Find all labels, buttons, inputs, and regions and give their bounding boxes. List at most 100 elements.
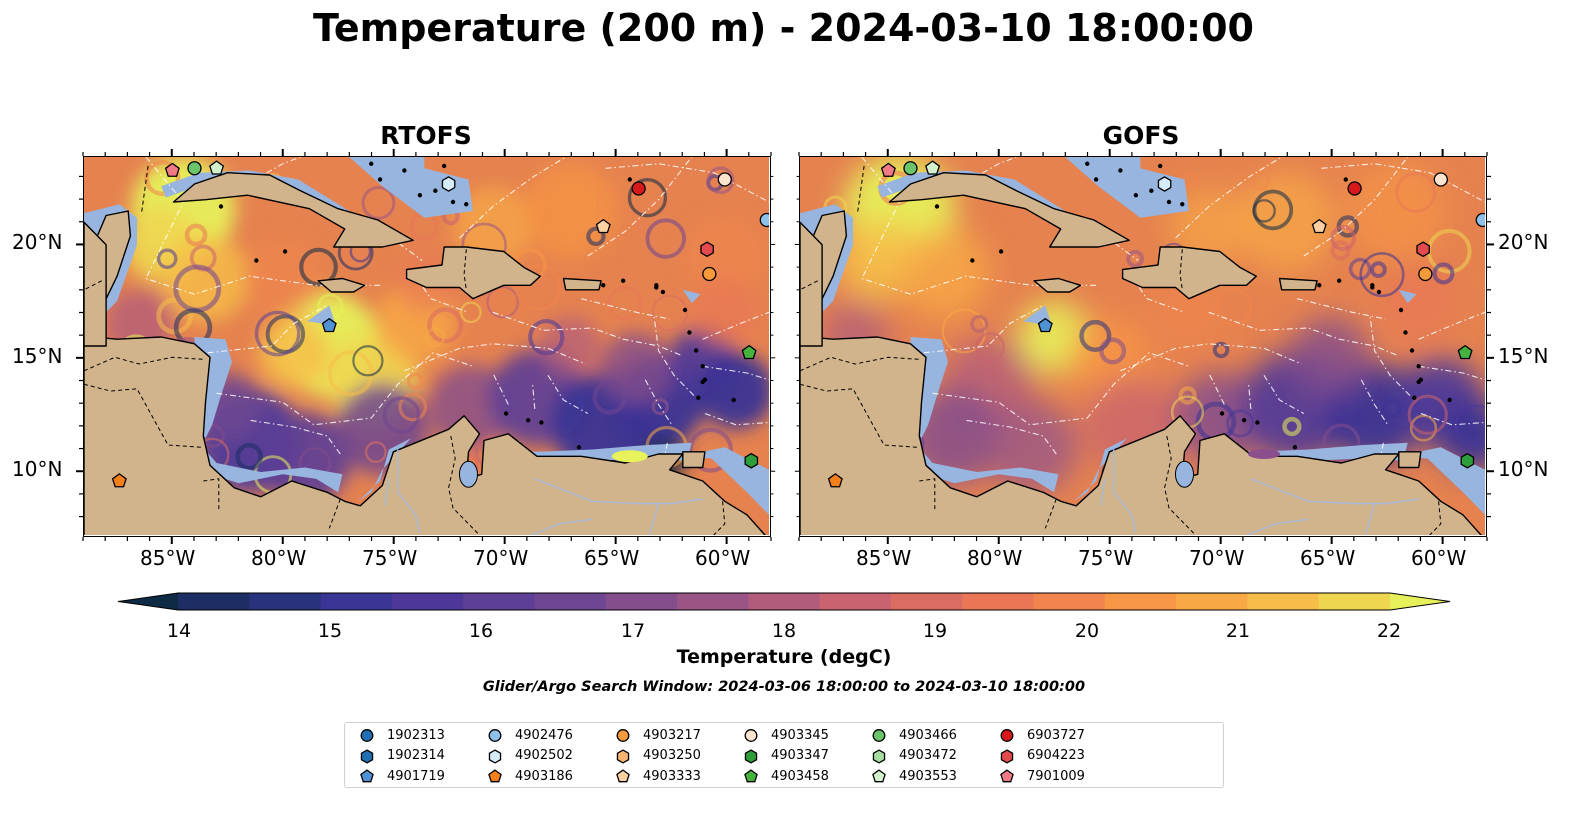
legend-marker [488,729,502,742]
colorbar-segment [463,593,535,610]
lon-tick-right-65: 65°W [1300,546,1356,570]
lon-tick-right-80: 80°W [967,546,1023,570]
float-marker-4902476 [759,212,769,228]
legend-marker [872,748,886,764]
float-marker-4903466 [903,161,918,176]
rtofs-map [83,156,771,537]
legend-marker [744,748,758,764]
float-marker-6903727 [1347,181,1362,196]
colorbar-tick-16: 16 [468,620,494,642]
lon-tick-right-75: 75°W [1078,546,1134,570]
colorbar-tick-22: 22 [1376,620,1402,642]
rivers [383,449,703,535]
legend-label: 4903250 [643,748,701,763]
hexagon-marker-icon [744,748,758,764]
lake-maracaibo [1174,460,1194,488]
legend-marker [360,769,374,783]
circle-marker-icon [744,729,758,742]
lon-tick-left-65: 65°W [584,546,640,570]
gofs-map-svg [800,157,1485,535]
float-marker-6903727 [631,181,646,196]
float-marker-4903553 [925,160,941,175]
legend-marker [616,729,630,742]
temperature-field [105,157,769,505]
coastal-warm-patch [611,450,648,463]
legend-item-4903553: 4903553 [871,766,957,786]
colorbar [117,592,1451,611]
legend-item-6904223: 6904223 [999,746,1085,766]
colorbar-segment [178,593,250,610]
hexagon-marker-icon [360,748,374,764]
legend-marker [488,748,502,764]
legend-item-4903472: 4903472 [871,746,957,766]
legend-label: 4903217 [643,727,701,743]
country-borders [800,165,1442,535]
circle-marker-icon [488,729,502,742]
legend-marker [1000,729,1014,742]
legend-item-4902476: 4902476 [487,725,573,745]
legend-item-1902314: 1902314 [359,746,445,766]
circle-marker-icon [616,729,630,742]
lon-tick-right-85: 85°W [856,546,912,570]
legend-item-4903466: 4903466 [871,725,957,745]
float-marker-4902502 [1157,176,1172,192]
legend-marker [872,769,886,783]
legend-item-4903345: 4903345 [743,725,829,745]
colorbar-segment [1033,593,1106,610]
float-marker-4903345 [717,172,732,187]
hexagon-marker-icon [1000,748,1014,764]
float-marker-4903333 [1311,218,1327,234]
float-marker-4903458 [1457,344,1473,360]
float-marker-6904223 [1416,241,1430,258]
legend-marker [616,769,630,783]
colorbar-segment [1318,593,1391,610]
float-marker-4902502 [441,176,456,192]
legend-item-4901719: 4901719 [359,766,445,786]
legend-marker [616,748,630,764]
legend-label: 7901009 [1027,768,1085,784]
eez-boundaries [84,157,769,531]
colorbar-min-extend [118,593,178,610]
hexagon-marker-icon [616,748,630,764]
legend-item-1902313: 1902313 [359,725,445,745]
legend-label: 4903347 [771,748,829,763]
lake-maracaibo [458,460,478,488]
colorbar-max-extend [1390,593,1450,610]
colorbar-label: Temperature (degC) [676,646,892,668]
colorbar-tick-19: 19 [922,620,948,642]
lon-tick-left-85: 85°W [140,546,196,570]
legend-item-4902502: 4902502 [487,746,573,766]
legend-item-4903186: 4903186 [487,766,573,786]
float-legend: 1902313 1902314 4901719 4902476 4902502 49031… [344,722,1224,788]
legend-label: 4901719 [387,768,445,784]
hexagon-marker-icon [872,748,886,764]
legend-item-4903458: 4903458 [743,766,829,786]
country-borders [84,165,726,535]
colorbar-tick-18: 18 [771,620,797,642]
legend-label: 6903727 [1027,727,1085,743]
lat-tick-right-10: 10°N [1498,457,1549,481]
float-marker-4903347 [744,452,759,469]
float-marker-4903466 [187,161,202,176]
legend-label: 6904223 [1027,748,1085,763]
coastal-patch [1248,449,1281,459]
float-marker-6904223 [700,241,714,258]
colorbar-tick-17: 17 [620,620,646,642]
lon-tick-left-70: 70°W [473,546,529,570]
pentagon-marker-icon [744,769,758,783]
pentagon-marker-icon [1000,769,1014,783]
colorbar-tick-15: 15 [317,620,343,642]
lat-tick-left-15: 15°N [12,344,63,368]
legend-item-7901009: 7901009 [999,766,1085,786]
legend-item-4903333: 4903333 [615,766,701,786]
rivers [1099,449,1419,535]
legend-marker [744,769,758,783]
lat-tick-left-20: 20°N [12,230,63,254]
legend-label: 1902314 [387,748,445,763]
rtofs-map-svg [84,157,769,535]
legend-label: 4903466 [899,727,957,743]
legend-item-4903347: 4903347 [743,746,829,766]
legend-label: 4903333 [643,768,701,784]
circle-marker-icon [1000,729,1014,742]
